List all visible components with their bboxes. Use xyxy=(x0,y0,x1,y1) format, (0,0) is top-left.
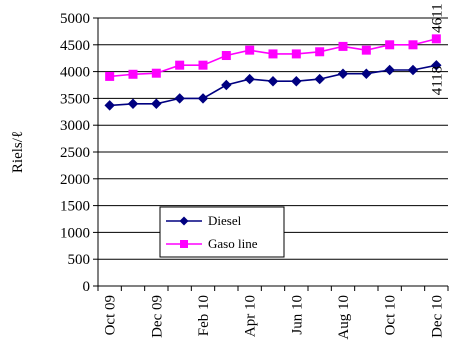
end-labels: 4118 4611 xyxy=(429,3,445,95)
gasoline-end-label: 4611 xyxy=(429,3,445,32)
y-tick-label-500: 500 xyxy=(68,252,91,268)
gasoline-point-5 xyxy=(221,51,231,61)
y-tick-label-4000: 4000 xyxy=(60,65,90,81)
diesel-point-8 xyxy=(291,76,302,87)
y-tick-label-2500: 2500 xyxy=(60,145,90,161)
y-tick-label-0: 0 xyxy=(83,279,91,295)
legend-marker-diesel xyxy=(179,216,189,226)
diesel-point-13 xyxy=(407,64,419,76)
axes xyxy=(93,17,449,291)
legend-marker-gasoline xyxy=(180,240,188,248)
grid-lines xyxy=(98,17,448,260)
diesel-point-14 xyxy=(431,60,442,71)
diesel-point-3 xyxy=(174,93,185,104)
x-tick-label-3: Apr 10 xyxy=(243,295,259,337)
gasoline-point-1 xyxy=(128,69,138,79)
x-tick-label-5: Aug 10 xyxy=(336,295,352,340)
x-tick-label-1: Dec 09 xyxy=(149,295,165,338)
diesel-point-5 xyxy=(221,79,232,91)
y-tick-labels: 0 500 1000 1500 2000 2500 3000 3500 4000 4500 5000 xyxy=(60,11,90,295)
gasoline-point-0 xyxy=(105,71,115,81)
diesel-point-0 xyxy=(104,100,115,111)
x-tick-label-2: Feb 10 xyxy=(196,295,212,336)
x-tick-label-7: Dec 10 xyxy=(429,295,445,338)
gasoline-point-9 xyxy=(315,47,325,57)
diesel-point-1 xyxy=(127,98,139,109)
x-tick-label-0: Oct 09 xyxy=(103,295,119,335)
legend-label-gasoline: Gaso line xyxy=(208,236,258,251)
diesel-point-2 xyxy=(151,98,162,109)
legend-label-diesel: Diesel xyxy=(208,213,242,228)
diesel-point-10 xyxy=(337,68,349,79)
diesel-point-7 xyxy=(267,76,279,87)
y-tick-label-1000: 1000 xyxy=(60,225,90,241)
y-tick-label-3500: 3500 xyxy=(60,91,90,107)
y-tick-label-5000: 5000 xyxy=(60,11,90,27)
diesel-point-11 xyxy=(361,68,372,79)
x-tick-labels: Oct 09 Dec 09 Feb 10 Apr 10 Jun 10 Aug 10 Oct … xyxy=(103,295,446,340)
gasoline-point-13 xyxy=(408,40,418,50)
y-axis-title: Riels/ℓ xyxy=(10,131,26,173)
gasoline-point-6 xyxy=(245,45,255,55)
gasoline-point-12 xyxy=(385,40,395,50)
y-tick-label-1500: 1500 xyxy=(60,199,90,215)
x-tick-label-4: Jun 10 xyxy=(289,295,305,335)
legend: Diesel Gaso line xyxy=(159,206,285,258)
gasoline-point-3 xyxy=(175,60,185,70)
gasoline-point-14 xyxy=(431,34,441,44)
y-tick-label-3000: 3000 xyxy=(60,118,90,134)
y-tick-label-4500: 4500 xyxy=(60,38,90,54)
gasoline-point-10 xyxy=(338,41,348,51)
gasoline-point-2 xyxy=(151,68,161,78)
gasoline-point-7 xyxy=(268,49,278,59)
gasoline-point-11 xyxy=(361,45,371,55)
diesel-end-label: 4118 xyxy=(429,66,445,95)
series-group xyxy=(104,34,442,111)
legend-box xyxy=(159,206,285,258)
diesel-point-12 xyxy=(384,64,395,76)
x-tick-label-6: Oct 10 xyxy=(383,295,399,335)
gasoline-point-4 xyxy=(198,60,208,70)
diesel-point-9 xyxy=(314,73,325,85)
diesel-point-4 xyxy=(197,93,209,104)
gasoline-point-8 xyxy=(291,49,301,59)
diesel-point-6 xyxy=(244,73,255,85)
y-tick-label-2000: 2000 xyxy=(60,172,90,188)
